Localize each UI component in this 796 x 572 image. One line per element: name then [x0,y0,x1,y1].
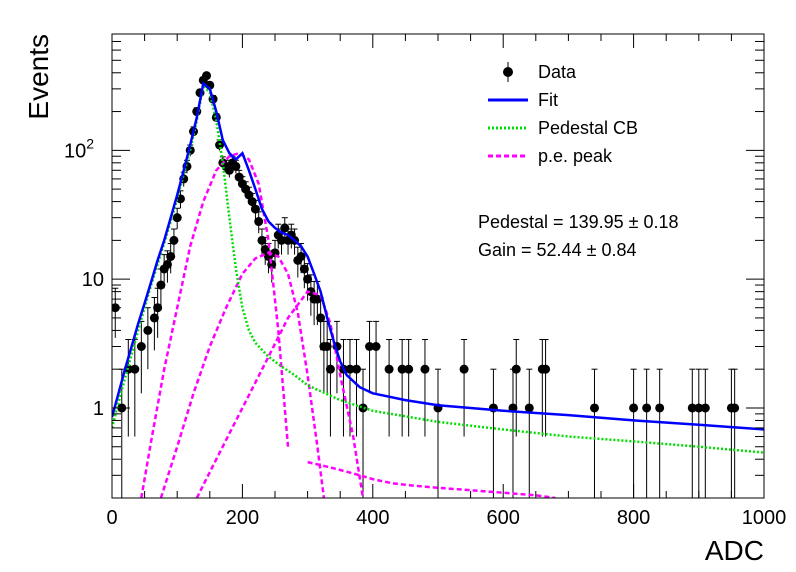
data-point [316,313,326,323]
y-axis-title: Events [23,34,54,120]
data-point [365,342,375,352]
data-point [254,217,264,227]
y-tick-label: 1 [93,398,104,420]
pedestal-fit-result: Pedestal = 139.95 ± 0.18 [478,212,679,232]
data-point [511,364,521,374]
legend-item-pedestal: Pedestal CB [488,118,638,138]
fit-curve [112,81,764,431]
y-tick-label: 10 [82,269,104,291]
data-point [162,259,172,269]
legend: Data Fit Pedestal CB p.e. peak [488,62,638,166]
data-point [153,303,163,313]
data-point [541,364,551,374]
data-point [404,364,414,374]
data-point [371,342,381,352]
data-point [224,165,234,175]
legend-label-fit: Fit [538,90,558,110]
p-e-tail-curve [307,460,556,498]
data-point [384,364,394,374]
data-point [166,251,176,261]
data-point [459,364,469,374]
data-point [231,161,241,171]
legend-label-pedestal: Pedestal CB [538,118,638,138]
data-point [250,204,260,214]
legend-label-pe-peak: p.e. peak [538,146,613,166]
x-tick-label: 0 [106,507,117,529]
x-tick-label: 200 [226,507,259,529]
x-tick-label: 600 [487,507,520,529]
data-point [589,403,599,413]
data-point [234,172,244,182]
data-point [420,364,430,374]
data-point [345,364,355,374]
data-point [524,403,534,413]
data-point [655,403,665,413]
x-tick-label: 400 [356,507,389,529]
data-point [172,213,182,223]
data-point [280,223,290,233]
data-point [130,364,140,374]
data-point [136,342,146,352]
data-point [169,235,179,245]
data-point [322,342,332,352]
plot-content [112,71,764,498]
data-point [730,403,740,413]
data-point [247,197,257,207]
data-point [156,280,166,290]
legend-item-fit: Fit [488,90,558,110]
legend-label-data: Data [538,62,577,82]
legend-data-marker [503,67,513,77]
y-tick-label: 102 [64,135,94,162]
data-point [325,364,335,374]
data-point [303,274,313,284]
data-point [202,71,212,81]
data-points [112,71,740,498]
data-point [277,235,287,245]
legend-item-data: Data [503,62,577,82]
x-axis-title: ADC [705,535,764,566]
p-e-peak-3-curve [195,290,365,498]
data-point [687,403,697,413]
data-point [312,294,322,304]
data-point [260,244,270,254]
gain-fit-result: Gain = 52.44 ± 0.84 [478,240,637,260]
data-point [397,364,407,374]
data-point [629,403,639,413]
data-point [700,403,710,413]
data-point [143,325,153,335]
data-point [149,313,159,323]
data-point [642,403,652,413]
legend-item-pe-peak: p.e. peak [488,146,613,166]
axes: 0 200 400 600 800 1000 1 10 102 [64,33,787,529]
data-point [257,235,267,245]
p-e-peak-2-curve [159,251,326,498]
data-point [299,264,309,274]
data-point [352,364,361,374]
data-point [358,403,368,413]
data-point [694,403,704,413]
x-tick-label: 1000 [742,507,787,529]
x-tick-label: 800 [617,507,650,529]
data-point [267,259,277,269]
